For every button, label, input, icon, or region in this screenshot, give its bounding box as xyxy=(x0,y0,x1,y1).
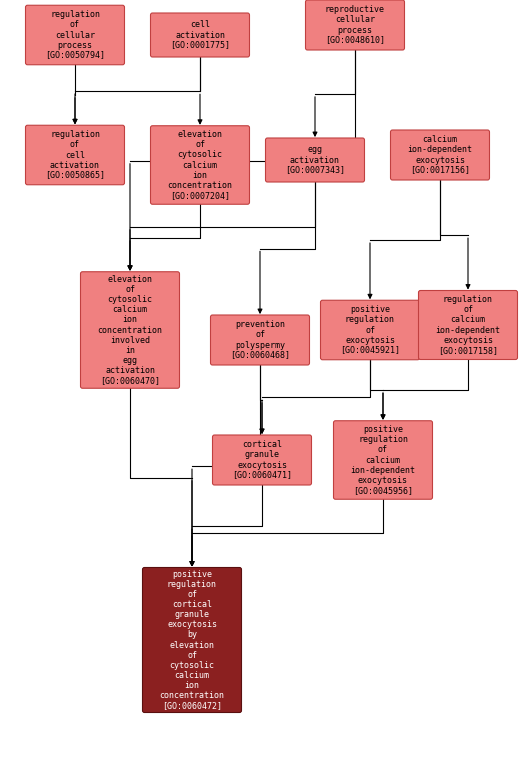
Text: positive
regulation
of
exocytosis
[GO:0045921]: positive regulation of exocytosis [GO:00… xyxy=(340,305,400,354)
FancyBboxPatch shape xyxy=(25,5,124,65)
Text: positive
regulation
of
calcium
ion-dependent
exocytosis
[GO:0045956]: positive regulation of calcium ion-depen… xyxy=(350,425,415,495)
FancyBboxPatch shape xyxy=(211,315,309,365)
FancyBboxPatch shape xyxy=(266,138,365,182)
FancyBboxPatch shape xyxy=(150,13,250,57)
FancyBboxPatch shape xyxy=(306,0,405,50)
FancyBboxPatch shape xyxy=(391,130,489,180)
Text: elevation
of
cytosolic
calcium
ion
concentration
involved
in
egg
activation
[GO:: elevation of cytosolic calcium ion conce… xyxy=(98,275,162,385)
FancyBboxPatch shape xyxy=(81,272,179,388)
Text: regulation
of
cellular
process
[GO:0050794]: regulation of cellular process [GO:00507… xyxy=(45,10,105,60)
FancyBboxPatch shape xyxy=(150,125,250,204)
Text: regulation
of
calcium
ion-dependent
exocytosis
[GO:0017158]: regulation of calcium ion-dependent exoc… xyxy=(436,295,500,354)
FancyBboxPatch shape xyxy=(320,300,420,360)
Text: prevention
of
polyspermy
[GO:0060468]: prevention of polyspermy [GO:0060468] xyxy=(230,320,290,360)
Text: reproductive
cellular
process
[GO:0048610]: reproductive cellular process [GO:004861… xyxy=(325,5,385,44)
Text: positive
regulation
of
cortical
granule
exocytosis
by
elevation
of
cytosolic
cal: positive regulation of cortical granule … xyxy=(160,570,225,710)
Text: regulation
of
cell
activation
[GO:0050865]: regulation of cell activation [GO:005086… xyxy=(45,130,105,180)
FancyBboxPatch shape xyxy=(333,421,433,499)
Text: cortical
granule
exocytosis
[GO:0060471]: cortical granule exocytosis [GO:0060471] xyxy=(232,440,292,480)
Text: elevation
of
cytosolic
calcium
ion
concentration
[GO:0007204]: elevation of cytosolic calcium ion conce… xyxy=(167,130,232,199)
Text: calcium
ion-dependent
exocytosis
[GO:0017156]: calcium ion-dependent exocytosis [GO:001… xyxy=(408,136,473,174)
FancyBboxPatch shape xyxy=(142,567,241,713)
Text: cell
activation
[GO:0001775]: cell activation [GO:0001775] xyxy=(170,20,230,50)
FancyBboxPatch shape xyxy=(213,435,311,485)
Text: egg
activation
[GO:0007343]: egg activation [GO:0007343] xyxy=(285,146,345,174)
FancyBboxPatch shape xyxy=(25,125,124,185)
FancyBboxPatch shape xyxy=(419,291,517,359)
